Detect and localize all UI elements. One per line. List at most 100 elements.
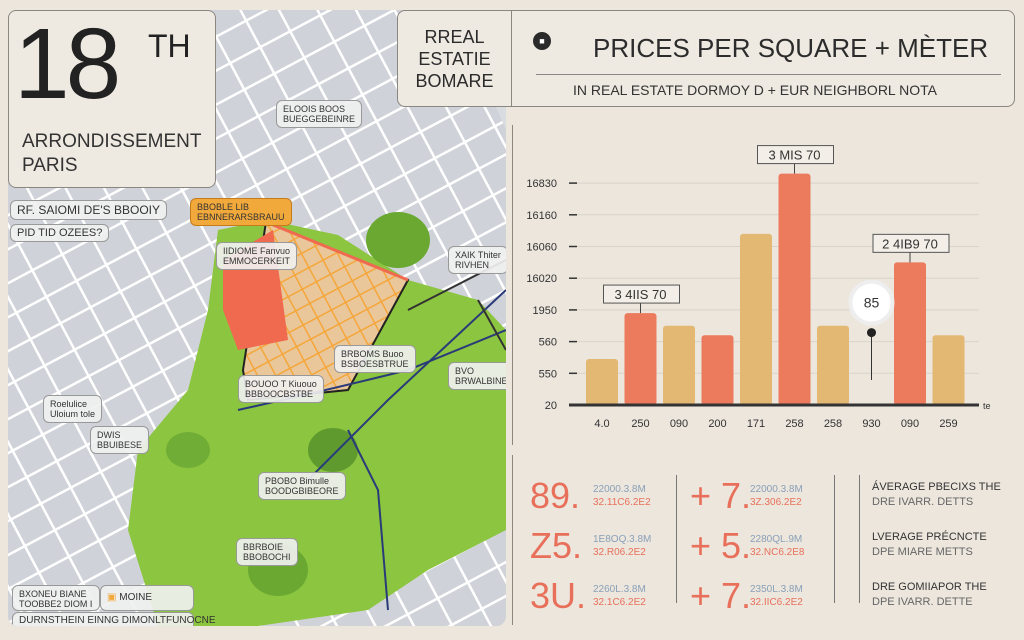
- bar: [586, 359, 618, 405]
- x-tick-label: 258: [824, 418, 842, 430]
- map-label[interactable]: BBOBLE LIB EBNNERARSBRAUU: [190, 198, 292, 226]
- stat-value: Z5.: [530, 525, 583, 566]
- park-area: [128, 220, 506, 626]
- map-label[interactable]: XAIK Thiter RIVHEN: [448, 246, 506, 274]
- x-tick-label: 090: [670, 418, 688, 430]
- map-label[interactable]: DWIS BBUIBESE: [90, 426, 150, 454]
- legend-item-1[interactable]: BXONEU BIANE TOOBBE2 DIOM I: [12, 585, 100, 611]
- annotation-label: 3 MIS 70: [768, 148, 820, 163]
- stat-description-sub: DRE IVARR. DETTS: [872, 496, 974, 508]
- x-tick-label: 930: [862, 418, 880, 430]
- stat-delta: + 7.: [690, 575, 752, 616]
- stat-delta-a: 22000.3.8M: [750, 484, 803, 495]
- bar: [663, 325, 695, 405]
- stat-detail-b: 32.11C6.2E2: [593, 497, 651, 508]
- y-tick-label: 16160: [526, 210, 557, 222]
- stat-description-title: DRE GOMIIAPOR THE: [872, 581, 987, 593]
- y-tick-label: 16020: [526, 273, 557, 285]
- y-tick-label: 550: [539, 368, 557, 380]
- annotation-box: [872, 233, 950, 253]
- divider: [536, 74, 1001, 75]
- legend-item-2[interactable]: ▣ MOINE: [100, 585, 194, 611]
- stat-delta-a: 2350L.3.8M: [750, 584, 803, 595]
- divider: [859, 475, 860, 603]
- bar: [624, 313, 657, 405]
- arrondissement-name: ARRONDISSEMENT PARIS: [22, 130, 201, 178]
- header-left-line: RREAL: [424, 26, 485, 47]
- map-label[interactable]: BVO BRWALBINE: [448, 362, 506, 390]
- city-name: PARIS: [22, 155, 78, 176]
- annotation-box: [757, 145, 834, 165]
- header-left-line: ESTATIE: [418, 48, 491, 69]
- divider: [676, 475, 677, 603]
- stat-description-sub: DPE IVARR. DETTE: [872, 596, 973, 608]
- bar: [778, 173, 811, 405]
- x-tick-label: 171: [747, 418, 765, 430]
- map-label[interactable]: Roelulice Uloium tole: [43, 395, 103, 423]
- map-label[interactable]: BRBOMS Buoo BSBOESBTRUE: [334, 345, 416, 373]
- pin-head: [867, 328, 876, 338]
- stat-value: 89.: [530, 475, 581, 516]
- legend-item-2-label: MOINE: [119, 592, 153, 603]
- stat-description: ÁVERAGE PBECIXS THE DRE IVARR. DETTS: [872, 480, 1001, 510]
- stat-description-title: LVERAGE PRÉCNCTE: [872, 531, 987, 543]
- x-tick-label: 258: [785, 418, 803, 430]
- stat-delta-detail: 22000.3.8M 3Z.306.2E2: [750, 483, 803, 509]
- stat-detail: 22000.3.8M 32.11C6.2E2: [593, 483, 651, 509]
- bar: [894, 262, 926, 405]
- stat-delta-a: 2280QL.9M: [750, 534, 803, 545]
- stat-description: LVERAGE PRÉCNCTE DPE MIARE METTS: [872, 530, 987, 560]
- bar: [701, 335, 734, 405]
- bar: [932, 335, 965, 405]
- stat-delta: + 7.: [690, 475, 752, 516]
- arrondissement-number: 18: [14, 8, 121, 120]
- divider: [834, 475, 835, 603]
- y-tick-label: 16830: [526, 178, 557, 190]
- bar-chart: 20 550 560 1950 16020 16060 16160 16830 4.0 250 09…: [526, 145, 991, 430]
- y-tick-label: 560: [539, 337, 557, 349]
- pin-label: 85: [864, 295, 880, 311]
- x-tick-label: 4.0: [594, 418, 609, 430]
- annotation-label: 3 4IIS 70: [614, 287, 666, 302]
- camera-icon: ■: [533, 32, 551, 50]
- x-tick-label: 259: [939, 418, 957, 430]
- annotation-label: 2 4IB9 70: [882, 236, 938, 251]
- stat-description-title: ÁVERAGE PBECIXS THE: [872, 481, 1001, 493]
- arrondissement-line: ARRONDISSEMENT: [22, 131, 202, 152]
- stat-detail: 1E8OQ.3.8M 32.R06.2E2: [593, 533, 651, 559]
- stat-detail-a: 2260L.3.8M: [593, 584, 646, 595]
- page-subtitle: IN REAL ESTATE DORMOY D + EUR NEIGHBORL …: [573, 82, 937, 98]
- y-tick-label: 1950: [533, 305, 557, 317]
- x-tick-label: 200: [708, 418, 726, 430]
- building-icon: ▣: [107, 592, 117, 603]
- x-tick-label: 250: [631, 418, 649, 430]
- map-label[interactable]: IIDIOME Fanvuo EMMOCERKEIT: [216, 242, 298, 270]
- stats-panel: [512, 455, 1009, 625]
- axis-end-label: te: [983, 401, 991, 411]
- map-legend-title: RF. SAIOMI DE'S BBOOIY: [10, 200, 167, 220]
- stat-detail-a: 22000.3.8M: [593, 484, 646, 495]
- stat-delta-b: 3Z.306.2E2: [750, 497, 802, 508]
- stat-description: DRE GOMIIAPOR THE DPE IVARR. DETTE: [872, 580, 987, 610]
- stat-delta-detail: 2280QL.9M 32.NC6.2E8: [750, 533, 804, 559]
- bar: [740, 233, 772, 405]
- map-label[interactable]: BBRBOIE BBOBOCHI: [236, 538, 298, 566]
- stat-description-sub: DPE MIARE METTS: [872, 546, 973, 558]
- y-tick-label: 16060: [526, 242, 557, 254]
- page-title: PRICES PER SQUARE + MÈTER: [593, 33, 989, 63]
- stat-value: 3U.: [530, 575, 587, 616]
- stat-detail-b: 32.R06.2E2: [593, 547, 646, 558]
- stat-detail: 2260L.3.8M 32.1C6.2E2: [593, 583, 646, 609]
- y-tick-label: 20: [545, 400, 557, 412]
- stat-delta-b: 32.NC6.2E8: [750, 547, 805, 558]
- stat-delta: + 5.: [690, 525, 752, 566]
- map-label[interactable]: PBOBO Bimulle BOODGBIBEORE: [258, 472, 346, 500]
- map-label[interactable]: BOUOO T Kiuouo BBBOOCBSTBE: [238, 375, 324, 403]
- legend-footer: DURNSTHEIN EINNG DIMONLTFUNOCNE: [12, 612, 215, 626]
- stat-delta-detail: 2350L.3.8M 32.IIC6.2E2: [750, 583, 803, 609]
- stat-detail-a: 1E8OQ.3.8M: [593, 534, 652, 545]
- map-label[interactable]: ELOOIS BOOS BUEGGEBEINRE: [276, 100, 363, 128]
- stat-detail-b: 32.1C6.2E2: [593, 597, 646, 608]
- header: RREAL ESTATIE BOMARE ■ PRICES PER SQUARE +…: [397, 10, 1015, 107]
- header-left: RREAL ESTATIE BOMARE: [398, 11, 512, 106]
